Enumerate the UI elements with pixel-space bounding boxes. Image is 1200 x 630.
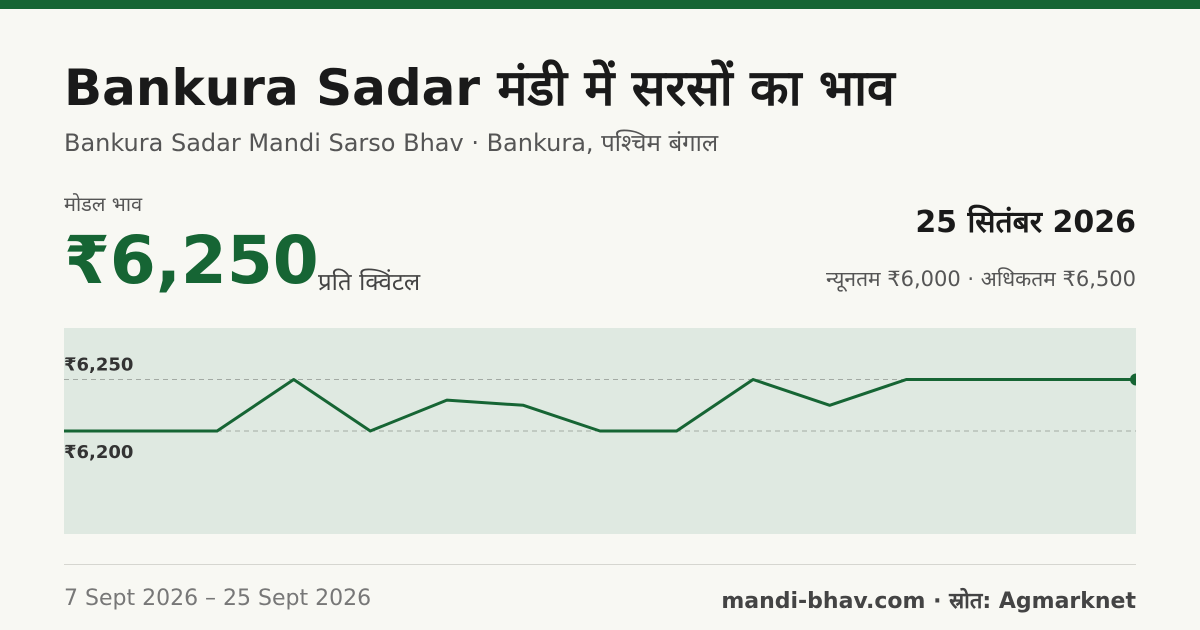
series-line [64, 378, 1136, 433]
source-credit: mandi-bhav.com · स्रोत: Agmarknet [721, 589, 1136, 614]
date-period: 7 Sept 2026 – 25 Sept 2026 [64, 586, 372, 611]
last-data-point [1130, 373, 1136, 386]
price-date: 25 सितंबर 2026 [915, 205, 1136, 240]
footer-divider [64, 564, 1136, 565]
reference-line-label: ₹6,250 [64, 355, 133, 376]
price-range: न्यूनतम ₹6,000 · अधिकतम ₹6,500 [826, 267, 1136, 291]
price-chart-svg: ₹6,250 ₹6,200 [64, 328, 1136, 534]
reference-line-label: ₹6,200 [64, 442, 133, 463]
price-unit: प्रति क्विंटल [318, 268, 421, 296]
modal-price-label: मोडल भाव [64, 192, 143, 216]
modal-price-value: ₹6,250 [64, 222, 319, 299]
top-accent-bar [0, 0, 1200, 9]
page-subtitle: Bankura Sadar Mandi Sarso Bhav · Bankura… [64, 129, 719, 157]
price-chart: ₹6,250 ₹6,200 [64, 328, 1136, 534]
page-title: Bankura Sadar मंडी में सरसों का भाव [64, 59, 895, 117]
